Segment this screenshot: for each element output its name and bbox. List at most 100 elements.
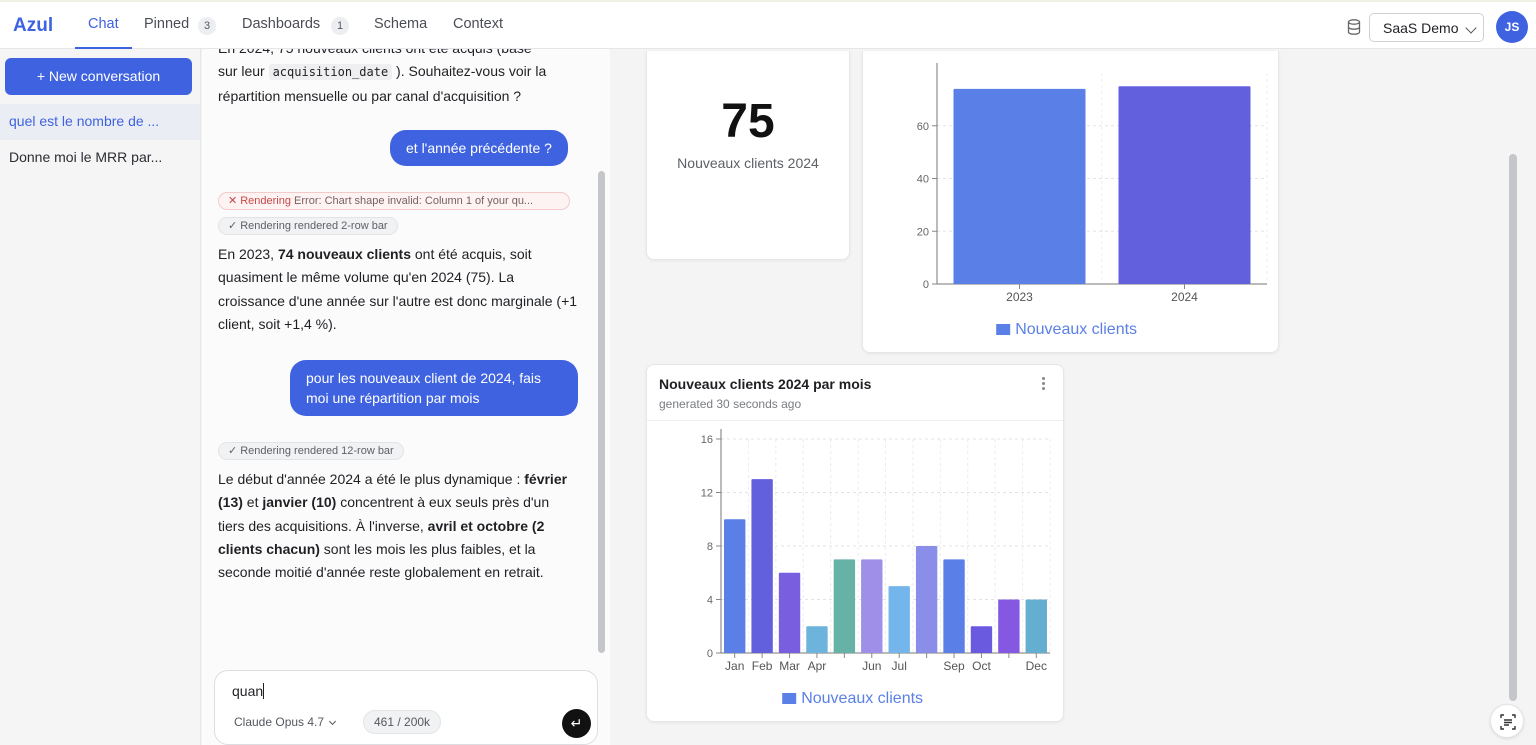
bar-oct: [970, 626, 993, 653]
message-text: ). Souhaitez-vous voir la: [392, 63, 547, 80]
legend-swatch: [782, 693, 797, 704]
chat-scrollbar[interactable]: [598, 171, 605, 653]
chevron-down-icon: [1465, 22, 1477, 34]
tab-schema[interactable]: Schema: [374, 16, 428, 32]
pill-label: Rendering: [240, 220, 291, 232]
monthly-bar-chart: 0 4 8 12 16 Jan Feb Mar Apr Jun Jul Sep Oct Dec Nouvea…: [701, 429, 1051, 707]
bar-2024: [1118, 86, 1251, 284]
bar-aug: [915, 546, 938, 653]
legend-label: Nouveaux clients: [801, 690, 923, 707]
tab-context[interactable]: Context: [453, 16, 503, 32]
message-bold: février (13): [218, 471, 568, 511]
conversation-item[interactable]: quel est le nombre de ...: [0, 104, 200, 140]
message-bold: 74 nouveaux clients: [277, 246, 411, 262]
y-tick-label: 12: [701, 488, 713, 500]
x-tick-label: Oct: [972, 659, 991, 673]
token-counter: 461 / 200k: [363, 710, 442, 734]
rendering-status-pill[interactable]: ✓ Rendering rendered 2-row bar: [218, 217, 398, 235]
x-tick-label: Jul: [892, 659, 907, 673]
inline-code: acquisition_date: [268, 64, 393, 81]
chevron-down-icon: [329, 717, 337, 726]
tab-dashboards[interactable]: Dashboards: [242, 16, 321, 32]
message-line: pour les nouveaux client de 2024, fais: [306, 370, 542, 386]
dashboards-count-badge: 1: [331, 17, 349, 35]
message-composer[interactable]: quan Claude Opus 4.7 461 / 200k ↵: [214, 670, 598, 745]
sidebar: + New conversation quel est le nombre de…: [0, 49, 201, 745]
x-tick-label: Mar: [779, 659, 800, 673]
conversation-item[interactable]: Donne moi le MRR par...: [9, 149, 163, 165]
kpi-value: 75: [721, 95, 775, 148]
tab-chat[interactable]: Chat: [88, 16, 119, 32]
pinned-count-badge: 3: [198, 17, 216, 35]
bar-sep: [943, 559, 965, 653]
model-selector[interactable]: Claude Opus 4.7: [234, 715, 337, 729]
rendering-error-pill[interactable]: ✕ Rendering Error: Chart shape invalid: C…: [218, 192, 570, 210]
y-tick-label: 60: [917, 121, 929, 133]
scan-button[interactable]: [1490, 704, 1524, 738]
pill-label: Rendering: [240, 195, 291, 207]
legend-label: Nouveaux clients: [1015, 321, 1137, 338]
message-text: sur leur: [218, 63, 269, 80]
scan-text-icon: [1500, 714, 1516, 730]
kpi-label: Nouveaux clients 2024: [677, 155, 819, 171]
assistant-message: En 2024, 75 nouveaux clients ont été acq…: [218, 49, 578, 108]
bar-jan: [724, 519, 746, 653]
bar-may: [833, 559, 856, 653]
pill-detail: rendered 12-row bar: [294, 445, 394, 457]
pill-detail: rendered 2-row bar: [294, 220, 388, 232]
datasource-value: SaaS Demo: [1383, 20, 1459, 36]
rendering-status-pill[interactable]: ✓ Rendering rendered 12-row bar: [218, 442, 404, 460]
error-x-icon: ✕: [228, 195, 238, 207]
user-message: pour les nouveaux client de 2024, fais m…: [290, 360, 578, 416]
message-input[interactable]: quan: [232, 683, 265, 699]
bar-apr: [806, 626, 828, 653]
x-tick-label: 2024: [1171, 290, 1198, 304]
message-text: sont les mois les plus faibles, et la se…: [218, 540, 544, 581]
y-tick-label: 4: [707, 595, 713, 607]
x-tick-label: 2023: [1006, 290, 1033, 304]
x-tick-label: Feb: [752, 659, 773, 673]
tab-pinned[interactable]: Pinned: [144, 16, 190, 32]
input-text: quan: [232, 683, 264, 699]
dashboard-scrollbar[interactable]: [1509, 154, 1517, 701]
message-text: En 2023,: [218, 246, 278, 262]
x-tick-label: Apr: [808, 659, 827, 673]
assistant-message: En 2023, 74 nouveaux clients ont été acq…: [218, 243, 578, 336]
dashboard-canvas: 75 Nouveaux clients 2024 0 20 40 60 2023 2024…: [610, 49, 1536, 745]
message-text: concentrent à eux seuls près d'un tiers …: [218, 494, 550, 534]
message-bold: avril et octobre (2 clients chacun): [218, 517, 545, 557]
monthly-chart-card[interactable]: Nouveaux clients 2024 par mois generated…: [646, 364, 1064, 722]
message-line: répartition mensuelle ou par canal d'acq…: [218, 87, 522, 104]
active-tab-indicator: [75, 47, 132, 49]
check-icon: ✓: [228, 220, 238, 232]
card-title: Nouveaux clients 2024 par mois: [659, 376, 872, 392]
text-caret: [263, 683, 265, 699]
message-line: sur leur acquisition_date ). Souhaitez-v…: [218, 60, 578, 84]
x-tick-label: Dec: [1026, 659, 1047, 673]
check-icon: ✓: [228, 445, 238, 457]
user-avatar[interactable]: JS: [1496, 11, 1528, 43]
database-icon: [1347, 19, 1361, 35]
y-tick-label: 20: [917, 226, 929, 238]
x-tick-label: Sep: [943, 659, 965, 673]
brand-logo[interactable]: Azul: [13, 15, 54, 36]
model-name: Claude Opus 4.7: [234, 715, 325, 729]
kpi-card[interactable]: 75 Nouveaux clients 2024: [646, 51, 850, 260]
bar-nov: [998, 599, 1020, 653]
divider: [647, 420, 1063, 421]
y-tick-label: 40: [917, 174, 929, 186]
new-conversation-button[interactable]: + New conversation: [5, 58, 192, 95]
datasource-select[interactable]: SaaS Demo: [1369, 13, 1484, 42]
bar-feb: [751, 479, 773, 653]
chat-panel: En 2024, 75 nouveaux clients ont été acq…: [202, 49, 610, 745]
more-options-icon[interactable]: [1042, 377, 1045, 392]
top-bar: Azul Chat Pinned 3 Dashboards 1 Schema C…: [0, 0, 1536, 49]
message-text: et: [242, 494, 263, 511]
message-line: moi une répartition par mois: [306, 390, 480, 406]
user-message: et l'année précédente ?: [390, 130, 568, 166]
yearly-chart-card[interactable]: 0 20 40 60 2023 2024 Nouveaux clients: [862, 51, 1279, 353]
y-tick-label: 0: [707, 648, 713, 660]
bar-mar: [778, 572, 801, 653]
y-tick-label: 8: [707, 541, 713, 553]
send-button[interactable]: ↵: [562, 709, 591, 738]
